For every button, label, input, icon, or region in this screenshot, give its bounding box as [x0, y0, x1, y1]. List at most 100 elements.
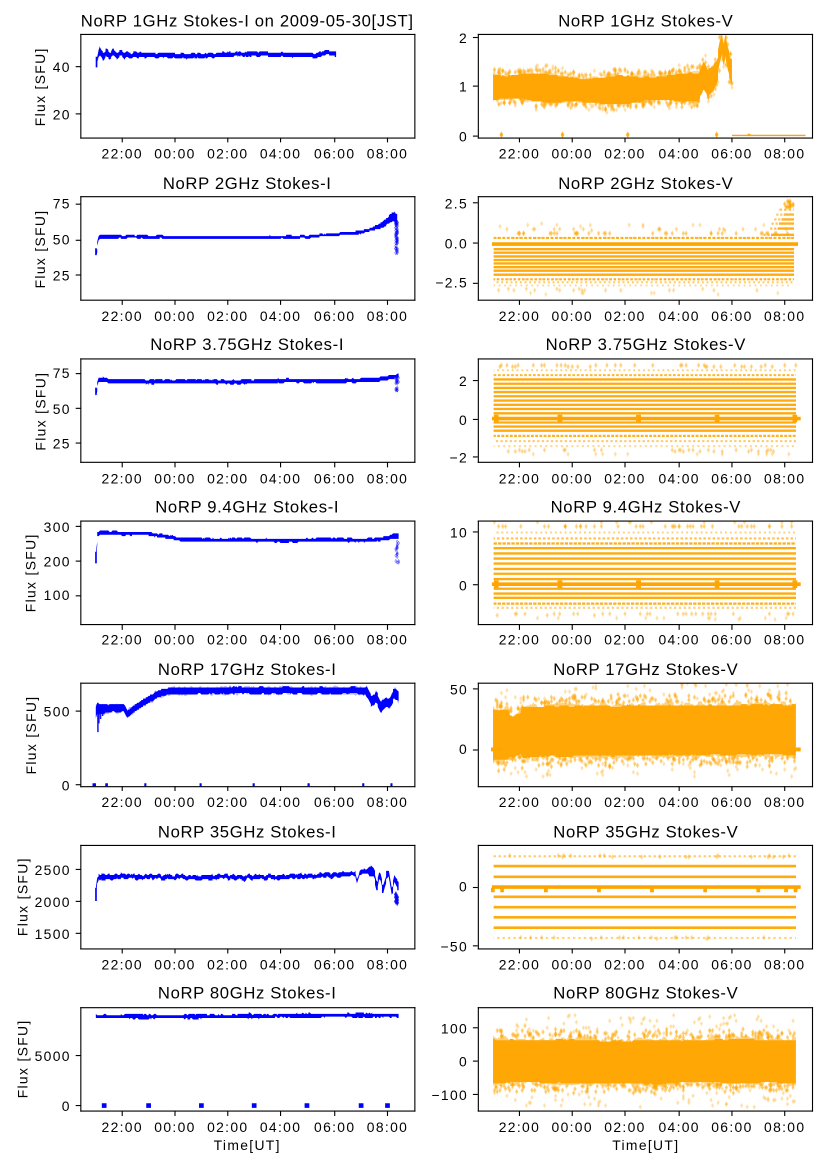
svg-text:22:00: 22:00 [499, 470, 540, 486]
svg-text:NoRP 35GHz Stokes-I: NoRP 35GHz Stokes-I [158, 822, 337, 841]
svg-text:−50: −50 [441, 938, 469, 954]
svg-text:02:00: 02:00 [604, 308, 645, 324]
svg-text:04:00: 04:00 [260, 470, 301, 486]
svg-text:06:00: 06:00 [711, 308, 752, 324]
svg-text:40: 40 [53, 59, 71, 75]
svg-text:02:00: 02:00 [207, 145, 248, 161]
svg-text:0: 0 [459, 1054, 468, 1070]
svg-text:04:00: 04:00 [260, 1119, 301, 1135]
svg-text:NoRP 3.75GHz Stokes-V: NoRP 3.75GHz Stokes-V [546, 335, 747, 354]
svg-text:00:00: 00:00 [552, 956, 593, 972]
svg-text:00:00: 00:00 [552, 1119, 593, 1135]
svg-text:06:00: 06:00 [711, 631, 752, 647]
svg-text:22:00: 22:00 [499, 631, 540, 647]
svg-text:Flux [SFU]: Flux [SFU] [32, 372, 48, 451]
svg-text:08:00: 08:00 [764, 631, 805, 647]
svg-text:2: 2 [459, 30, 468, 46]
svg-text:06:00: 06:00 [711, 1119, 752, 1135]
svg-text:08:00: 08:00 [764, 1119, 805, 1135]
svg-text:00:00: 00:00 [154, 1119, 195, 1135]
svg-text:0: 0 [459, 879, 468, 895]
svg-text:08:00: 08:00 [367, 631, 408, 647]
svg-text:02:00: 02:00 [604, 145, 645, 161]
svg-text:−100: −100 [431, 1087, 468, 1103]
svg-text:00:00: 00:00 [154, 308, 195, 324]
svg-text:NoRP 9.4GHz Stokes-V: NoRP 9.4GHz Stokes-V [551, 498, 742, 517]
svg-text:2000: 2000 [35, 894, 71, 910]
svg-text:1500: 1500 [35, 926, 71, 942]
svg-text:08:00: 08:00 [367, 308, 408, 324]
svg-text:Flux [SFU]: Flux [SFU] [23, 696, 39, 775]
svg-text:06:00: 06:00 [711, 145, 752, 161]
svg-text:06:00: 06:00 [314, 308, 355, 324]
svg-text:NoRP 1GHz Stokes-I on 2009-05-: NoRP 1GHz Stokes-I on 2009-05-30[JST] [81, 11, 414, 30]
svg-text:22:00: 22:00 [499, 956, 540, 972]
svg-text:02:00: 02:00 [207, 1119, 248, 1135]
svg-text:00:00: 00:00 [154, 956, 195, 972]
svg-text:−2.5: −2.5 [435, 275, 468, 291]
svg-text:75: 75 [53, 365, 71, 381]
svg-text:02:00: 02:00 [604, 631, 645, 647]
svg-text:0: 0 [459, 129, 468, 145]
svg-text:04:00: 04:00 [658, 470, 699, 486]
svg-text:22:00: 22:00 [102, 1119, 143, 1135]
svg-text:02:00: 02:00 [604, 1119, 645, 1135]
svg-text:NoRP 9.4GHz Stokes-I: NoRP 9.4GHz Stokes-I [155, 498, 339, 517]
svg-text:22:00: 22:00 [499, 1119, 540, 1135]
svg-text:04:00: 04:00 [260, 631, 301, 647]
svg-text:02:00: 02:00 [207, 631, 248, 647]
svg-text:Flux [SFU]: Flux [SFU] [32, 210, 48, 289]
svg-text:02:00: 02:00 [207, 956, 248, 972]
svg-text:500: 500 [44, 704, 71, 720]
svg-text:NoRP 1GHz Stokes-V: NoRP 1GHz Stokes-V [558, 11, 733, 30]
svg-text:2.5: 2.5 [445, 195, 468, 211]
svg-text:06:00: 06:00 [711, 794, 752, 810]
svg-text:5000: 5000 [35, 1048, 71, 1064]
svg-text:06:00: 06:00 [314, 1119, 355, 1135]
svg-text:04:00: 04:00 [658, 1119, 699, 1135]
svg-text:00:00: 00:00 [154, 470, 195, 486]
svg-text:02:00: 02:00 [604, 794, 645, 810]
svg-text:08:00: 08:00 [367, 1119, 408, 1135]
svg-text:00:00: 00:00 [552, 631, 593, 647]
svg-text:20: 20 [53, 106, 71, 122]
svg-text:04:00: 04:00 [260, 956, 301, 972]
svg-text:NoRP 17GHz Stokes-V: NoRP 17GHz Stokes-V [553, 660, 738, 679]
svg-text:Flux [SFU]: Flux [SFU] [32, 47, 48, 126]
svg-text:00:00: 00:00 [552, 470, 593, 486]
svg-text:22:00: 22:00 [102, 470, 143, 486]
svg-text:Flux [SFU]: Flux [SFU] [15, 1019, 31, 1098]
svg-text:04:00: 04:00 [658, 794, 699, 810]
svg-text:NoRP 2GHz Stokes-V: NoRP 2GHz Stokes-V [558, 174, 733, 193]
svg-text:22:00: 22:00 [499, 308, 540, 324]
svg-text:02:00: 02:00 [207, 794, 248, 810]
svg-text:Time[UT]: Time[UT] [612, 1137, 679, 1153]
svg-text:04:00: 04:00 [658, 308, 699, 324]
svg-text:22:00: 22:00 [102, 145, 143, 161]
svg-text:06:00: 06:00 [314, 794, 355, 810]
svg-text:04:00: 04:00 [658, 956, 699, 972]
svg-text:02:00: 02:00 [604, 470, 645, 486]
svg-text:NoRP 35GHz Stokes-V: NoRP 35GHz Stokes-V [553, 822, 738, 841]
svg-text:0: 0 [459, 412, 468, 428]
svg-text:22:00: 22:00 [102, 308, 143, 324]
svg-text:Flux [SFU]: Flux [SFU] [14, 857, 30, 936]
svg-text:08:00: 08:00 [367, 145, 408, 161]
svg-text:02:00: 02:00 [604, 956, 645, 972]
svg-text:−2: −2 [450, 449, 469, 465]
svg-text:04:00: 04:00 [260, 145, 301, 161]
svg-text:50: 50 [53, 401, 71, 417]
svg-text:0.0: 0.0 [445, 236, 468, 252]
svg-text:Time[UT]: Time[UT] [214, 1137, 281, 1153]
svg-text:10: 10 [450, 525, 468, 541]
svg-text:00:00: 00:00 [552, 145, 593, 161]
svg-text:0: 0 [62, 777, 71, 793]
svg-text:NoRP 80GHz Stokes-V: NoRP 80GHz Stokes-V [553, 984, 738, 1003]
svg-text:00:00: 00:00 [154, 631, 195, 647]
svg-text:08:00: 08:00 [764, 470, 805, 486]
svg-text:08:00: 08:00 [367, 794, 408, 810]
svg-text:06:00: 06:00 [314, 631, 355, 647]
svg-text:02:00: 02:00 [207, 308, 248, 324]
svg-text:50: 50 [450, 681, 468, 697]
svg-text:06:00: 06:00 [711, 470, 752, 486]
